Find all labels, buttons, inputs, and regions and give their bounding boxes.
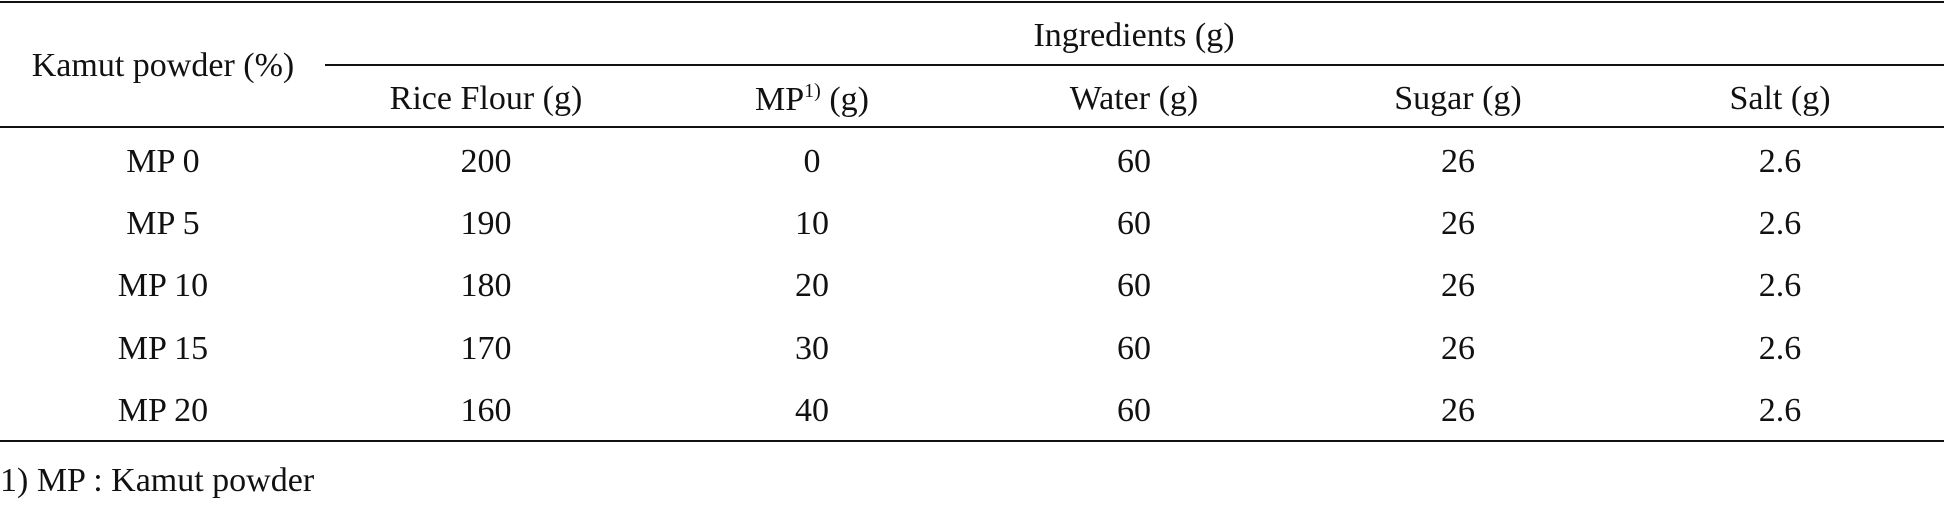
column-header-mp: MP1) (g)	[755, 81, 869, 117]
header-bottom-rule	[0, 126, 1944, 128]
table-cell: 26	[1441, 330, 1475, 367]
table-cell: 26	[1441, 143, 1475, 180]
row-label: MP 15	[117, 330, 209, 367]
row-label: MP 5	[126, 205, 200, 242]
table-cell: 2.6	[1758, 330, 1802, 367]
row-label: MP 0	[126, 143, 200, 180]
table-cell: 20	[795, 267, 829, 304]
table-cell: 40	[795, 392, 829, 429]
table-cell: 2.6	[1758, 143, 1802, 180]
table-cell: 180	[460, 267, 512, 304]
table-cell: 190	[460, 205, 512, 242]
column-header-mp-label: MP	[755, 81, 805, 118]
table-cell: 0	[803, 143, 821, 180]
table-cell: 60	[1117, 143, 1151, 180]
table-cell: 60	[1117, 330, 1151, 367]
table-cell: 2.6	[1758, 392, 1802, 429]
table-cell: 26	[1441, 392, 1475, 429]
group-header: Ingredients (g)	[1033, 17, 1235, 54]
column-header-salt: Salt (g)	[1729, 80, 1831, 117]
table-cell: 10	[795, 205, 829, 242]
column-header-mp-unit: (g)	[820, 81, 869, 118]
column-header-rice-flour: Rice Flour (g)	[389, 80, 583, 117]
row-label: MP 20	[117, 392, 209, 429]
table-bottom-rule	[0, 440, 1944, 442]
table-top-rule	[0, 1, 1944, 3]
column-header-water: Water (g)	[1069, 80, 1199, 117]
group-header-rule	[325, 64, 1944, 66]
table-cell: 26	[1441, 267, 1475, 304]
table-cell: 26	[1441, 205, 1475, 242]
table-cell: 60	[1117, 392, 1151, 429]
row-label: MP 10	[117, 267, 209, 304]
table-cell: 200	[460, 143, 512, 180]
table-cell: 30	[795, 330, 829, 367]
row-header-label: Kamut powder (%)	[31, 47, 295, 84]
table-cell: 60	[1117, 205, 1151, 242]
table-cell: 60	[1117, 267, 1151, 304]
table-cell: 170	[460, 330, 512, 367]
table-cell: 2.6	[1758, 205, 1802, 242]
table-footnote: 1) MP : Kamut powder	[0, 462, 315, 499]
footnote-marker: 1)	[804, 80, 821, 102]
column-header-sugar: Sugar (g)	[1394, 80, 1522, 117]
table-cell: 2.6	[1758, 267, 1802, 304]
table-cell: 160	[460, 392, 512, 429]
